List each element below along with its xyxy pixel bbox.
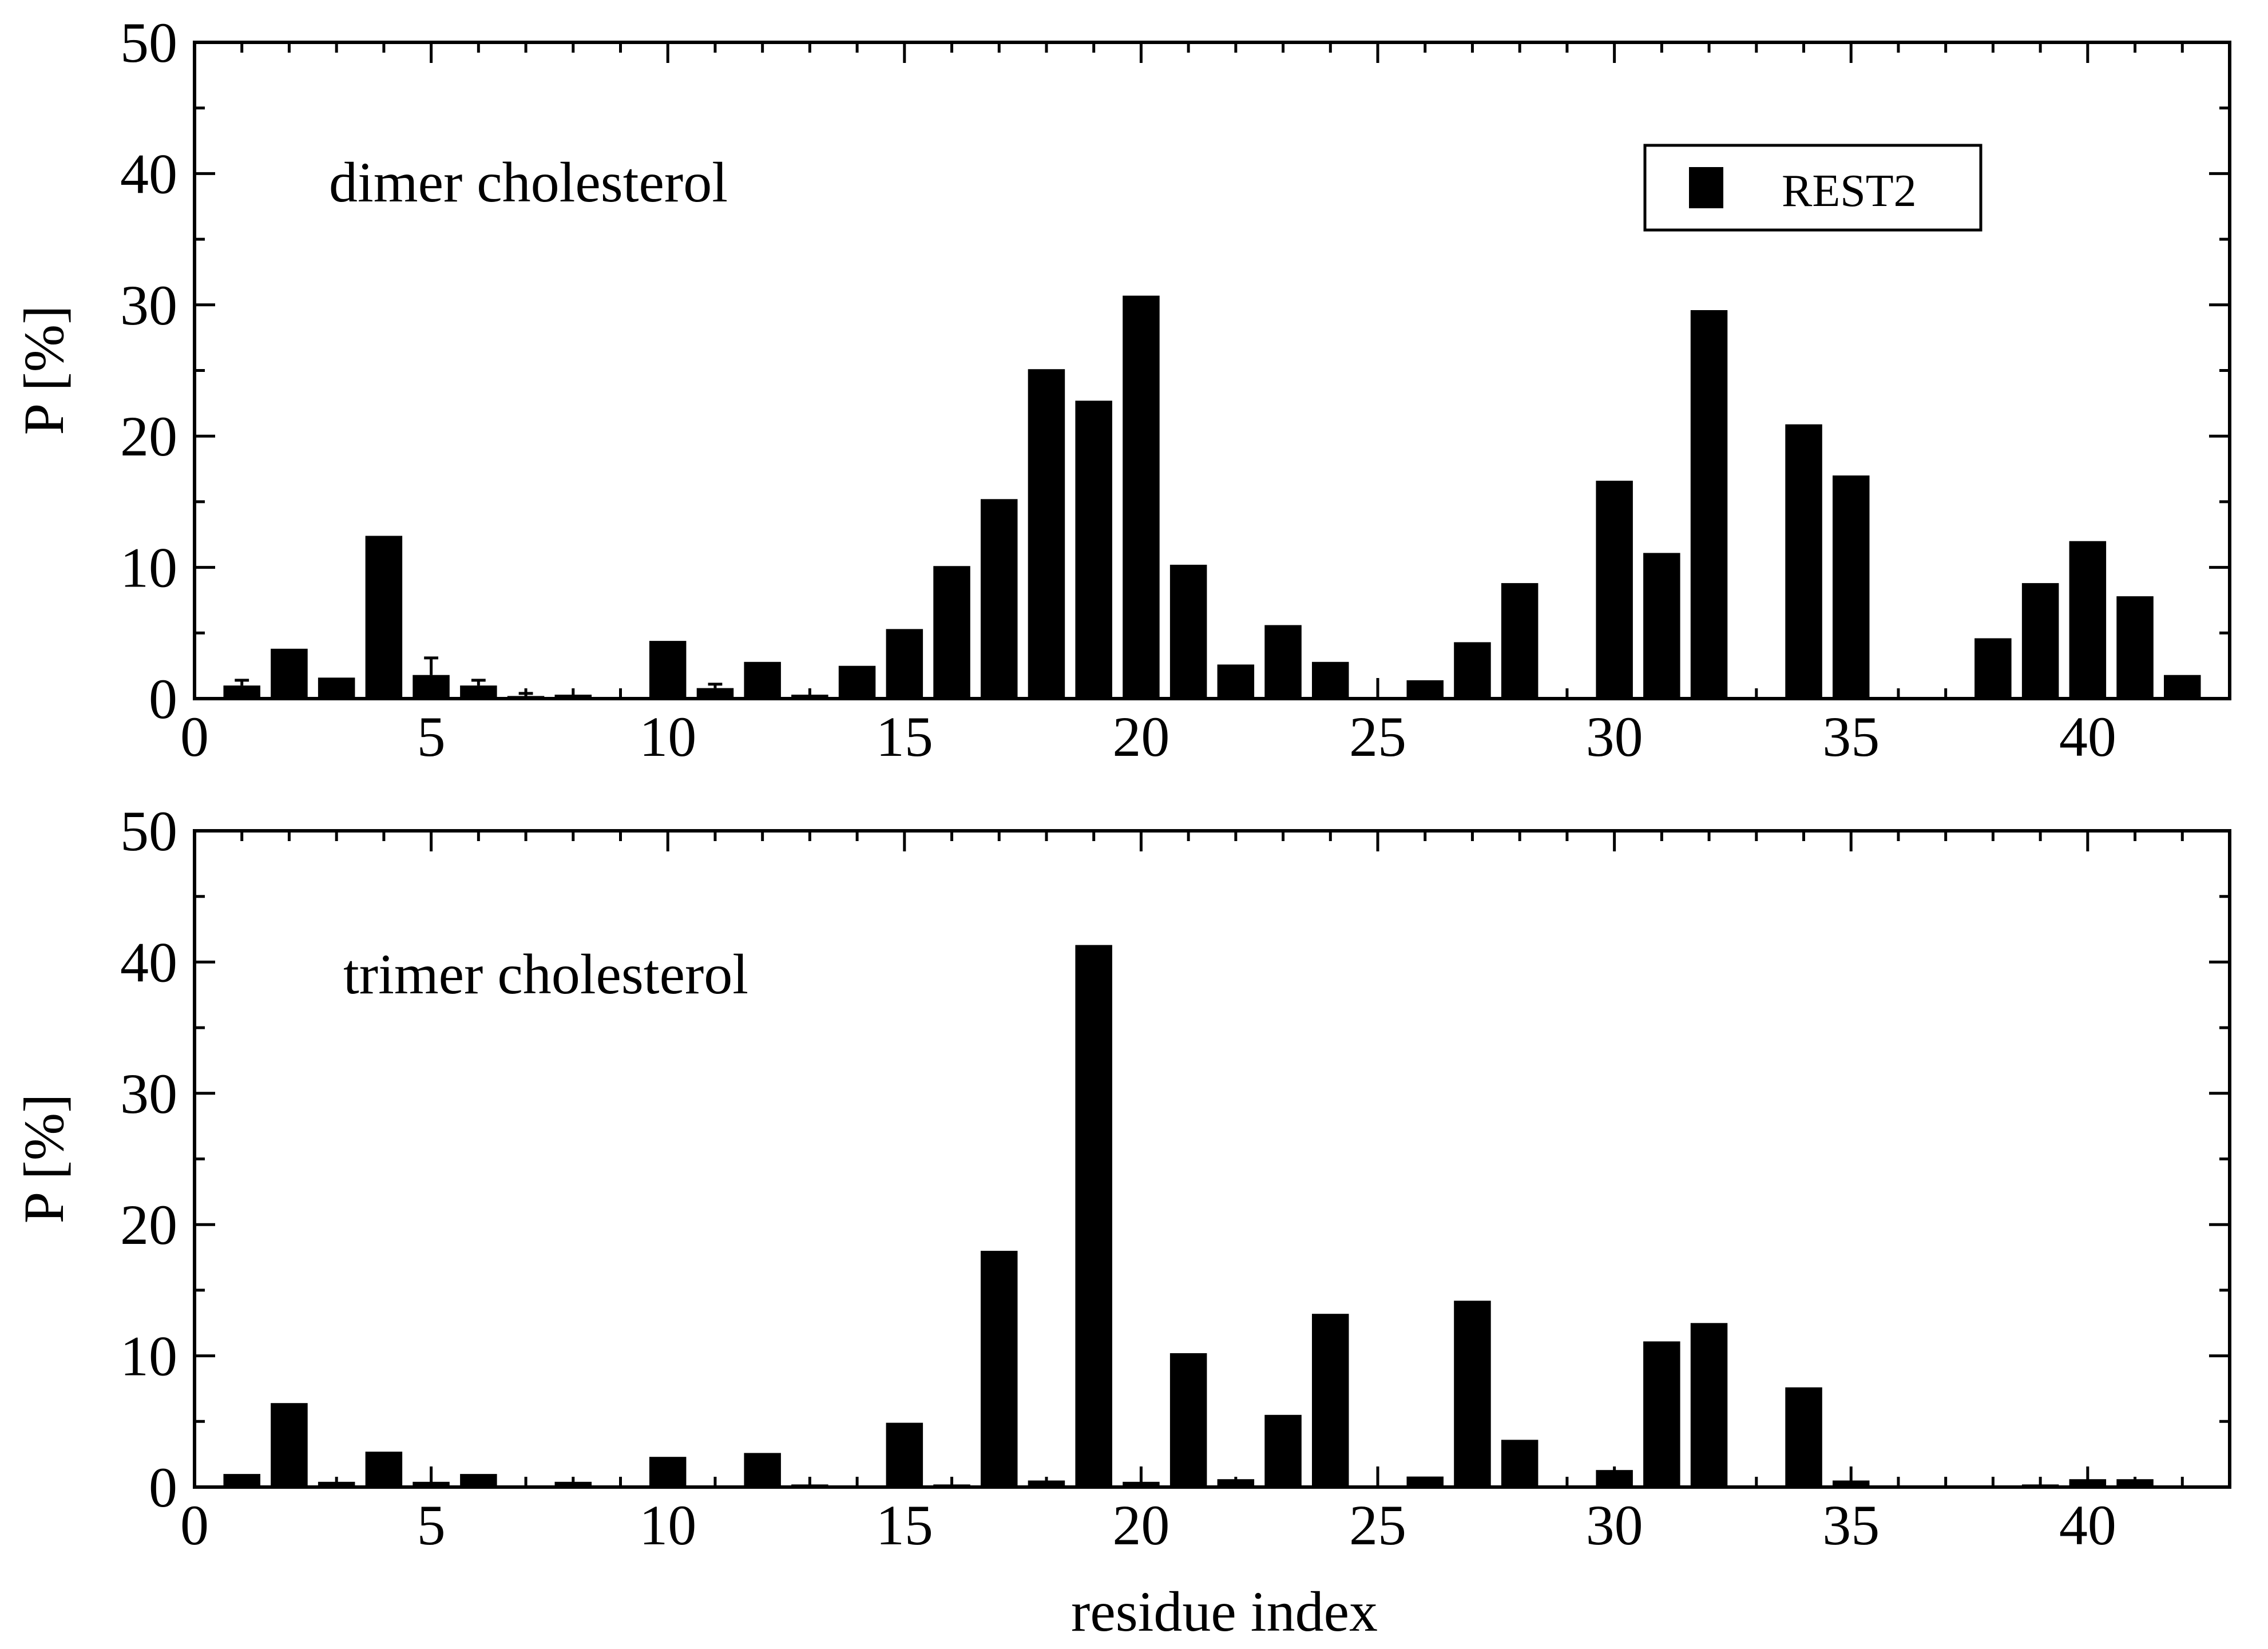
trimer-y-tick-label-30: 30 — [120, 1062, 177, 1125]
legend: REST2 — [1643, 144, 1982, 232]
trimer-x-tick-label-20: 20 — [1112, 1493, 1169, 1557]
trimer-x-tick-label-40: 40 — [2059, 1493, 2116, 1557]
legend-swatch — [1689, 167, 1723, 208]
dimer-bar-residue-32 — [1690, 310, 1728, 699]
trimer-bar-residue-34 — [1785, 1387, 1822, 1487]
dimer-x-tick-label-5: 5 — [417, 705, 446, 768]
dimer-annotation: dimer cholesterol — [329, 150, 728, 214]
dimer-bar-residue-17 — [981, 499, 1018, 699]
trimer-y-axis-label: P [%] — [12, 1094, 76, 1224]
trimer-x-tick-label-5: 5 — [417, 1493, 446, 1557]
trimer-y-tick-label-40: 40 — [120, 930, 177, 994]
dimer-bar-residue-39 — [2021, 583, 2059, 699]
dimer-error-bar-residue-11 — [708, 683, 723, 688]
dimer-error-bar-residue-6 — [471, 679, 486, 686]
trimer-plot-frame — [193, 829, 2231, 1489]
dimer-bar-residue-4 — [365, 536, 403, 699]
dimer-x-tick-label-15: 15 — [876, 705, 933, 768]
dimer-error-bars — [235, 656, 723, 696]
dimer-bar-residue-41 — [2116, 596, 2154, 699]
trimer-x-tick-label-25: 25 — [1349, 1493, 1406, 1557]
dimer-x-tick-label-40: 40 — [2059, 705, 2116, 768]
legend-label: REST2 — [1782, 166, 1917, 216]
dimer-error-bar-residue-5 — [424, 656, 439, 675]
trimer-bar-residue-2 — [271, 1403, 308, 1487]
dimer-x-tick-label-30: 30 — [1586, 705, 1643, 768]
dimer-x-tick-label-20: 20 — [1112, 705, 1169, 768]
dimer-bar-residue-19 — [1075, 401, 1112, 699]
dimer-bar-residue-20 — [1123, 295, 1160, 699]
dimer-plot-frame — [193, 41, 2231, 700]
dimer-panel: 0 5 10 15 20 25 30 35 40 0 10 20 30 40 50 dimer choles… — [12, 11, 2231, 768]
dimer-x-tick-label-10: 10 — [639, 705, 696, 768]
trimer-y-tick-label-50: 50 — [120, 799, 177, 863]
dimer-bars — [223, 295, 2201, 699]
dimer-y-tick-label-40: 40 — [120, 142, 177, 205]
dimer-bar-residue-35 — [1833, 475, 1870, 699]
dimer-y-tick-label-50: 50 — [120, 11, 177, 74]
trimer-bar-residue-17 — [981, 1251, 1018, 1487]
dimer-bar-residue-18 — [1028, 369, 1065, 699]
trimer-y-tick-label-0: 0 — [149, 1456, 177, 1519]
legend-box — [1643, 144, 1982, 232]
x-axis-label: residue index — [1071, 1580, 1378, 1643]
dimer-error-bar-residue-1 — [235, 679, 249, 686]
trimer-annotation: trimer cholesterol — [343, 942, 748, 1006]
dimer-ticks: 0 5 10 15 20 25 30 35 40 0 10 20 30 40 50 — [120, 11, 2231, 768]
trimer-y-tick-label-20: 20 — [120, 1193, 177, 1256]
trimer-bar-residue-21 — [1169, 1353, 1207, 1487]
dimer-bar-residue-28 — [1501, 583, 1539, 699]
dimer-y-tick-label-20: 20 — [120, 405, 177, 468]
dimer-y-tick-label-30: 30 — [120, 273, 177, 337]
trimer-x-tick-label-10: 10 — [639, 1493, 696, 1557]
trimer-ticks: 0 5 10 15 20 25 30 35 40 0 10 20 30 40 50 — [120, 799, 2231, 1557]
trimer-bar-residue-19 — [1075, 945, 1112, 1487]
dimer-y-tick-label-10: 10 — [120, 536, 177, 600]
trimer-x-tick-label-15: 15 — [876, 1493, 933, 1557]
dimer-x-tick-label-0: 0 — [180, 705, 209, 768]
dimer-bar-residue-16 — [933, 566, 970, 699]
trimer-bar-residue-32 — [1690, 1323, 1728, 1488]
trimer-bar-residue-27 — [1454, 1301, 1491, 1487]
dimer-bar-residue-23 — [1264, 625, 1302, 699]
trimer-bars — [223, 945, 2201, 1488]
trimer-y-tick-label-10: 10 — [120, 1325, 177, 1388]
dimer-x-tick-label-35: 35 — [1822, 705, 1880, 768]
dimer-bar-residue-30 — [1596, 481, 1633, 699]
dimer-bar-residue-34 — [1785, 424, 1822, 699]
dimer-y-tick-label-0: 0 — [149, 667, 177, 731]
dimer-x-tick-label-25: 25 — [1349, 705, 1406, 768]
trimer-x-tick-label-35: 35 — [1822, 1493, 1880, 1557]
dimer-bar-residue-31 — [1643, 553, 1680, 699]
trimer-bar-residue-31 — [1643, 1341, 1680, 1487]
dimer-y-axis-label: P [%] — [12, 306, 76, 435]
dimer-bar-residue-40 — [2069, 541, 2107, 699]
trimer-bar-residue-23 — [1264, 1414, 1302, 1487]
trimer-panel: 0 5 10 15 20 25 30 35 40 0 10 20 30 40 50 trimer chole… — [12, 799, 2231, 1643]
trimer-x-tick-label-0: 0 — [180, 1493, 209, 1557]
trimer-bar-residue-24 — [1312, 1314, 1349, 1487]
dimer-bar-residue-21 — [1169, 565, 1207, 699]
trimer-x-tick-label-30: 30 — [1586, 1493, 1643, 1557]
